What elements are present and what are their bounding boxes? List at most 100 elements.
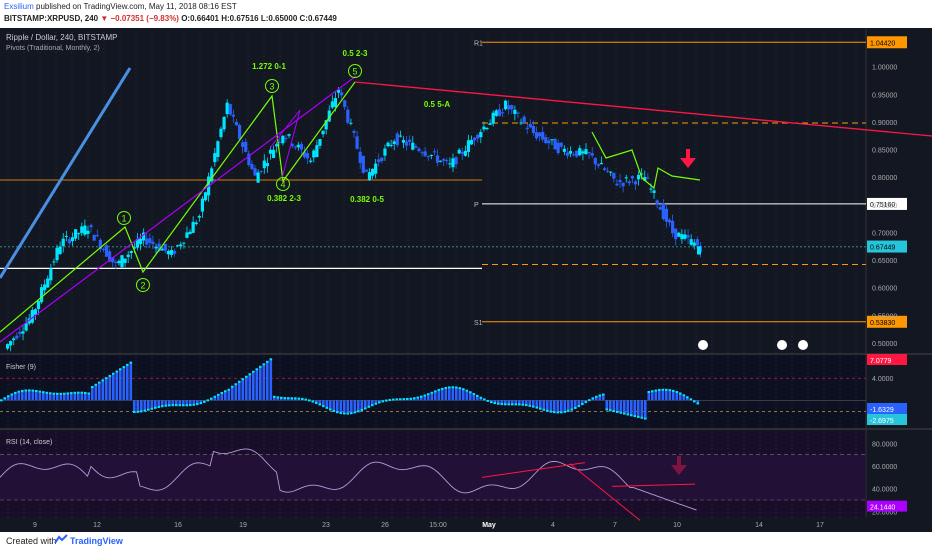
- fisher-signal-dot: [406, 398, 409, 401]
- fisher-bar: [217, 394, 220, 401]
- candle-body: [275, 144, 279, 147]
- fisher-bar: [17, 391, 21, 401]
- last-candle: [697, 246, 701, 255]
- fisher-bar: [360, 400, 364, 410]
- rsi-readout-value: 24.1440: [870, 505, 895, 512]
- created-with-text: Created with: [6, 536, 57, 546]
- x-tick-label: 12: [93, 522, 101, 529]
- fisher-readout-value: -1.6329: [870, 407, 894, 414]
- fisher-signal-dot: [675, 391, 679, 394]
- x-tick-label: 26: [381, 522, 389, 529]
- candle-body: [179, 244, 183, 247]
- fisher-signal-dot: [245, 375, 248, 378]
- fisher-bar: [213, 396, 217, 401]
- fisher-signal-dot: [98, 381, 101, 384]
- candle-body: [312, 150, 316, 158]
- fisher-bar: [238, 381, 241, 401]
- fisher-bar: [21, 390, 24, 401]
- fisher-signal-dot: [570, 408, 574, 411]
- red-trend-line[interactable]: [354, 81, 932, 137]
- event-icons[interactable]: [698, 340, 808, 350]
- candle-body: [667, 219, 672, 223]
- candle-body: [46, 278, 50, 288]
- fisher-signal-dot: [500, 403, 504, 406]
- candle-body: [333, 98, 338, 107]
- event-icon-2[interactable]: [777, 340, 787, 350]
- fisher-signal-dot: [434, 390, 437, 393]
- candle-body: [203, 192, 208, 201]
- rsi-tick-label: 60.0000: [872, 464, 897, 471]
- fisher-bar: [679, 393, 682, 401]
- candle-body: [683, 234, 687, 239]
- candle-body: [49, 268, 53, 281]
- fisher-bar: [339, 400, 343, 414]
- candle-body: [340, 92, 344, 96]
- fisher-bar: [66, 393, 70, 401]
- fisher-signal-dot: [493, 402, 497, 405]
- candle-body: [24, 323, 28, 331]
- fisher-bar: [430, 392, 434, 401]
- current-price-value: 0.67449: [870, 245, 895, 252]
- fisher-signal-dot: [395, 398, 399, 401]
- fisher-signal-dot: [626, 413, 630, 416]
- fisher-bar: [637, 400, 640, 417]
- fisher-signal-dot: [539, 407, 542, 410]
- x-tick-label: 16: [174, 522, 182, 529]
- fisher-signal-dot: [224, 390, 227, 393]
- pivot-levels: R1 1.04420 P 0.75160 S1 0.53830: [0, 36, 907, 328]
- fisher-bar: [35, 391, 38, 401]
- fisher-bar: [140, 400, 143, 412]
- wave-line[interactable]: [0, 81, 356, 333]
- fisher-signal-dot: [238, 380, 241, 383]
- fisher-bar: [42, 392, 45, 401]
- fisher-signal-dot: [661, 388, 665, 391]
- fisher-signal-dot: [633, 415, 637, 418]
- fisher-bar: [567, 400, 570, 411]
- fisher-signal-dot: [59, 392, 63, 395]
- fisher-bar: [224, 391, 227, 401]
- fisher-bar: [168, 400, 171, 406]
- fisher-bar: [105, 378, 108, 401]
- rsi-trend-line-2: [569, 463, 641, 521]
- blue-trend-line[interactable]: [0, 67, 132, 279]
- fisher-bar: [175, 400, 178, 406]
- small-wave-line[interactable]: [591, 131, 701, 190]
- candle-body: [652, 190, 656, 193]
- tradingview-brand[interactable]: TradingView: [70, 536, 123, 546]
- fisher-bar: [350, 400, 353, 414]
- fisher-signal-dot: [535, 406, 539, 409]
- event-icon-3[interactable]: [798, 340, 808, 350]
- fisher-signal-dot: [276, 396, 280, 399]
- fisher-bar: [63, 393, 66, 401]
- y-tick-label: 0.50000: [872, 341, 897, 348]
- fisher-bar: [514, 400, 518, 405]
- fisher-bar: [108, 375, 112, 401]
- fisher-bar: [462, 389, 465, 401]
- candle-body: [615, 183, 619, 186]
- fisher-signal-dot: [374, 402, 378, 405]
- fisher-bar: [259, 366, 262, 401]
- event-icon-1[interactable]: [698, 340, 708, 350]
- channel-line-2[interactable]: [269, 109, 301, 179]
- candle-body: [30, 309, 34, 323]
- channel-line[interactable]: [0, 75, 357, 343]
- candle-body: [336, 89, 341, 93]
- candle-body: [18, 331, 22, 334]
- candle-body: [98, 239, 102, 250]
- fisher-bar: [420, 396, 423, 401]
- fisher-signal-dot: [605, 408, 609, 411]
- author-link[interactable]: Exsilium: [4, 2, 34, 11]
- fisher-signal-dot: [444, 386, 448, 389]
- fisher-signal-dot: [616, 410, 619, 413]
- fisher-bar: [612, 400, 616, 412]
- fisher-signal-dot: [630, 414, 633, 417]
- fisher-signal-dot: [108, 374, 112, 377]
- candle-body: [525, 127, 529, 130]
- fisher-bar: [276, 397, 280, 401]
- symbol-line: BITSTAMP:XRPUSD, 240 ▼ −0.07351 (−9.83%)…: [4, 14, 337, 24]
- candle-body: [309, 160, 313, 162]
- candle-body: [95, 235, 99, 237]
- fisher-readout-value: 7.0779: [870, 358, 892, 365]
- candle-body: [200, 198, 205, 212]
